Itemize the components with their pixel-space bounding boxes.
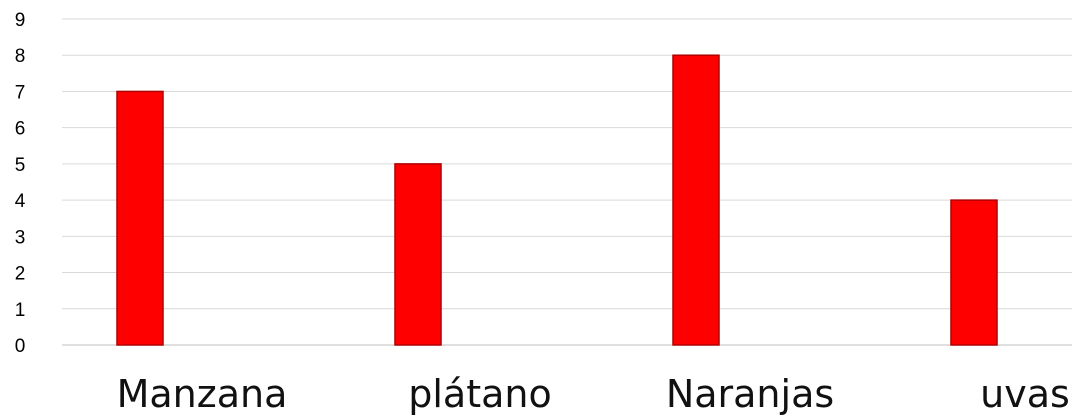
x-axis: Manzana plátano Naranjas uvas — [117, 372, 1070, 416]
y-tick-label: 7 — [15, 82, 26, 103]
y-tick-label: 3 — [15, 227, 26, 248]
bar-Manzana — [116, 90, 164, 346]
bar-uvas — [950, 199, 998, 346]
y-axis: 0 1 2 3 4 5 6 7 8 9 — [15, 10, 26, 357]
x-tick-label: uvas — [980, 372, 1070, 416]
x-tick-label: Manzana — [117, 372, 288, 416]
bars — [116, 54, 998, 346]
gridlines — [62, 18, 1072, 346]
y-tick-label: 2 — [15, 264, 26, 285]
y-tick-label: 5 — [15, 155, 26, 176]
y-tick-label: 8 — [15, 46, 26, 67]
y-tick-label: 9 — [15, 10, 26, 31]
y-tick-label: 0 — [15, 336, 26, 357]
x-tick-label: Naranjas — [666, 372, 834, 416]
y-tick-label: 6 — [15, 119, 26, 140]
y-tick-label: 4 — [15, 191, 26, 212]
y-tick-label: 1 — [15, 300, 26, 321]
x-tick-label: plátano — [408, 372, 551, 416]
bar-Naranjas — [672, 54, 720, 346]
bar-plátano — [394, 163, 442, 346]
